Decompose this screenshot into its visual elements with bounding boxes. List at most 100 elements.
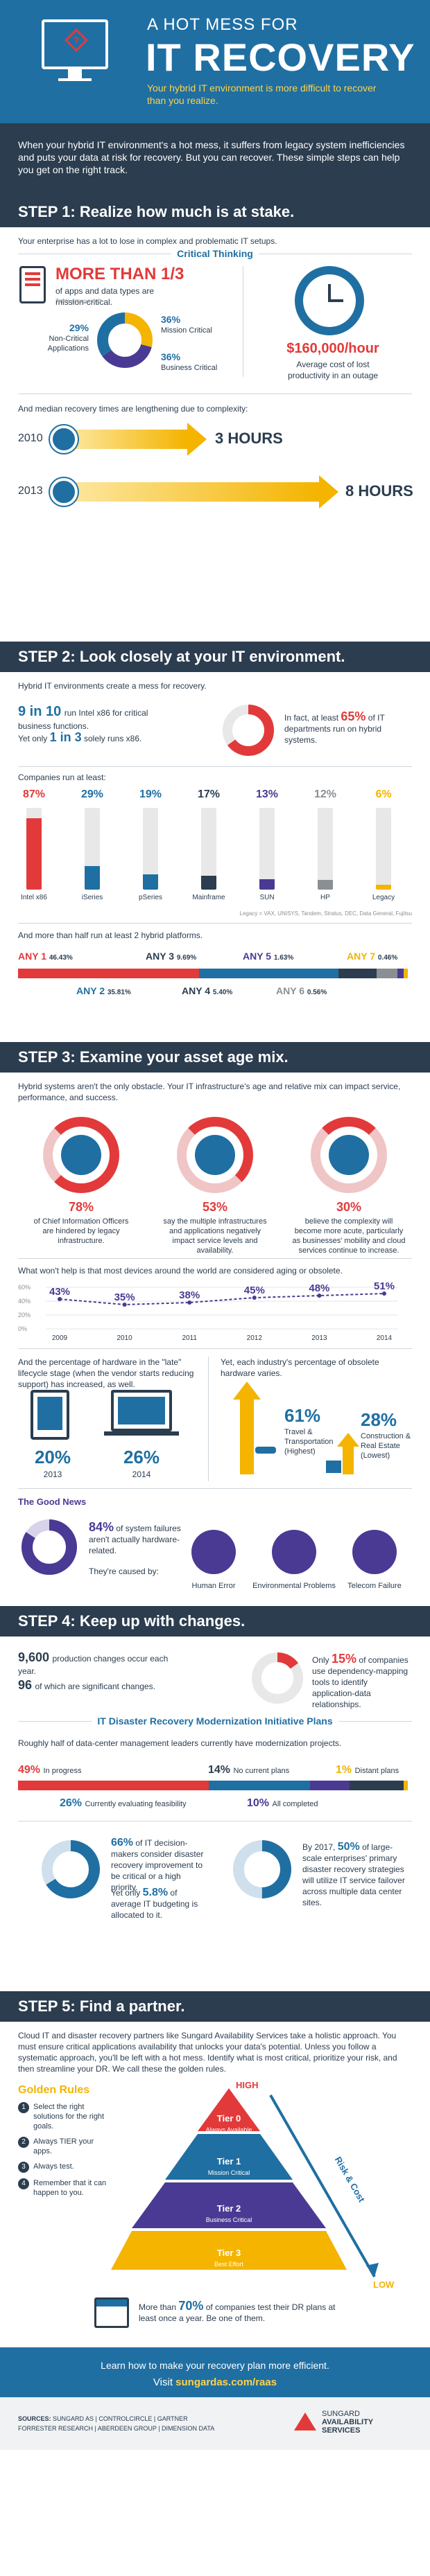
tier-2: Tier 2 Business Critical (205, 2203, 252, 2223)
mapping-donut (252, 1652, 303, 1704)
x86-stat: 9 in 10 run Intel x86 for critical busin… (18, 704, 148, 731)
bar-category-label: Legacy (372, 894, 395, 901)
golden-rules-list: 1 Select the right solutions for the righ… (18, 2102, 108, 2198)
laptop-icon (111, 1390, 172, 1431)
changes-stat: 9,600 production changes occur each year… (18, 1650, 169, 1676)
any5: ANY 5 1.63% (243, 951, 294, 962)
hero-pretitle: A HOT MESS FOR (147, 15, 298, 34)
y-tick-label: 60% (18, 1284, 31, 1291)
data-point (382, 1291, 386, 1296)
good-news-title: The Good News (18, 1497, 87, 1507)
plan-evaluating: 26% Currently evaluating feasibility (60, 1797, 187, 1809)
aging-line-chart: 60% 40% 20% 0% 43% 2009 35% 2010 38% 2011 45% 2012 4… (18, 1280, 398, 1342)
cio-donut (43, 1117, 119, 1193)
tier-pyramid (111, 2088, 347, 2270)
mapping-stat: Only 15% of companies use dependency-map… (312, 1652, 409, 1709)
failover-stat: By 2017, 50% of large-scale enterprises'… (302, 1841, 405, 1908)
data-label: 48% (309, 1282, 329, 1294)
good-news-stat: 84% of system failures aren't actually h… (89, 1520, 181, 1555)
plan-distant: 1% Distant plans (336, 1764, 399, 1776)
calendar-icon (94, 2297, 129, 2328)
step1-heading: STEP 1: Realize how much is at stake. (0, 197, 430, 227)
hybrid-stat: In fact, at least 65% of IT departments … (284, 709, 385, 745)
bar-category-label: Mainframe (192, 894, 225, 901)
priority-donut (42, 1840, 100, 1898)
data-label: 51% (374, 1280, 395, 1292)
stat-text: of apps and data types are mission-criti… (55, 286, 155, 307)
step1-para: Your enterprise has a lot to lose in com… (18, 236, 277, 246)
bar-category-label: iSeries (81, 894, 103, 901)
rule-item: 2 Always TIER your apps. (18, 2137, 108, 2156)
donut-label-mission: 36% Mission Critical (161, 314, 212, 335)
bar-category-label: pSeries (139, 894, 162, 901)
footer-link[interactable]: sungardas.com/raas (175, 2376, 277, 2388)
year-2013: 2013 (18, 485, 43, 497)
bar-value-label: 29% (80, 788, 104, 800)
bar-track (143, 808, 158, 890)
critical-thinking-title: Critical Thinking (0, 248, 430, 259)
bar (376, 884, 391, 890)
bar-track (85, 808, 100, 890)
bar-value-label: 12% (313, 788, 337, 800)
bar-track (26, 808, 42, 890)
hero-title: IT RECOVERY (146, 35, 415, 79)
step3-section: Hybrid systems aren't the only obstacle.… (18, 1082, 412, 1590)
service-donut (177, 1117, 253, 1193)
data-label: 45% (244, 1285, 265, 1296)
priority-stat: 66% of IT decision-makers consider disas… (111, 1837, 204, 1893)
hero-banner: ? A HOT MESS FOR IT RECOVERY Your hybrid… (0, 0, 430, 123)
bar (85, 865, 100, 890)
data-point (317, 1294, 322, 1298)
plan-no-current: 14% No current plans (208, 1764, 290, 1776)
data-point (58, 1297, 62, 1301)
hero-subtitle: Your hybrid IT environment is more diffi… (147, 82, 377, 106)
rule-item: 3 Always test. (18, 2162, 108, 2173)
bar-category-label: Intel x86 (21, 894, 47, 901)
bar (143, 874, 158, 890)
hours-2010: 3 HOURS (215, 430, 283, 447)
x-tick-label: 2011 (182, 1334, 197, 1342)
critical-donut (97, 312, 153, 368)
bar-value-label: 17% (197, 788, 221, 800)
bar-track (259, 808, 275, 890)
bar-value-label: 6% (375, 788, 392, 800)
step1-section: Your enterprise has a lot to lose in com… (0, 227, 430, 642)
test-stat: More than 70% of companies test their DR… (139, 2299, 336, 2323)
globe-icon (272, 1530, 316, 1574)
data-point (122, 1303, 127, 1307)
stat-big: MORE THAN 1/3 (55, 265, 184, 283)
y-tick-label: 0% (18, 1325, 27, 1332)
tier-0: Tier 0 Always Available (205, 2113, 252, 2133)
rule-item: 1 Select the right solutions for the righ… (18, 2102, 108, 2131)
infographic: ? A HOT MESS FOR IT RECOVERY Your hybrid… (0, 0, 430, 2450)
hours-2013: 8 HOURS (345, 482, 413, 500)
clock-small-icon (50, 425, 78, 453)
series-line (59, 1293, 385, 1306)
modernization-bar (18, 1781, 408, 1790)
data-point (252, 1296, 257, 1300)
x-tick-label: 2009 (52, 1334, 68, 1342)
donut-label-business: 36% Business Critical (161, 351, 218, 372)
bar-category-label: SUN (259, 894, 275, 901)
arrow-up-icon (233, 1382, 261, 1400)
clock-icon (295, 266, 364, 335)
step4-section: 9,600 production changes occur each year… (0, 1637, 430, 1991)
any1: ANY 1 46.43% (18, 951, 73, 962)
step3-heading: STEP 3: Examine your asset age mix. (0, 1042, 430, 1073)
any7: ANY 7 0.46% (347, 951, 398, 962)
step4-heading: STEP 4: Keep up with changes. (0, 1606, 430, 1637)
y-tick-label: 20% (18, 1312, 31, 1318)
cost-text: Average cost of lost productivity in an … (287, 360, 379, 380)
any2: ANY 2 35.81% (76, 985, 131, 996)
bar-value-label: 19% (139, 788, 162, 800)
plan-in-progress: 49% In progress (18, 1764, 82, 1776)
bar (259, 879, 275, 890)
any6: ANY 6 0.56% (276, 985, 327, 996)
data-label: 35% (114, 1291, 135, 1303)
modernization-title: IT Disaster Recovery Modernization Initi… (0, 1715, 430, 1727)
monitor-icon: ? (42, 19, 108, 69)
human-error-icon (191, 1530, 236, 1574)
clock-small-icon (50, 478, 78, 506)
airplane-icon (255, 1447, 276, 1454)
bar (318, 879, 333, 890)
